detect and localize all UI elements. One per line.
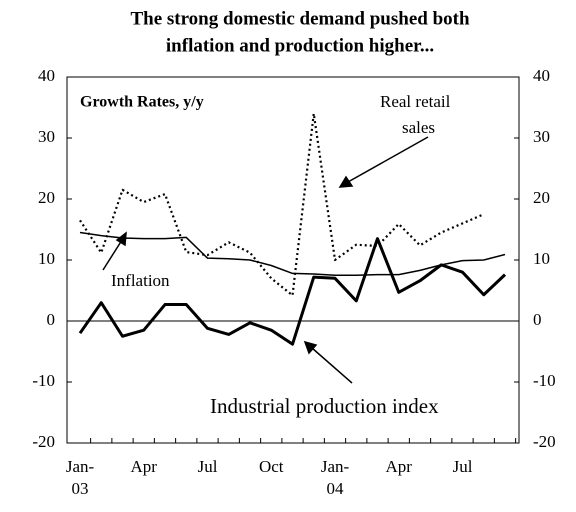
y2-tick-label: 10 [533, 249, 550, 268]
y-tick-label: 20 [38, 188, 55, 207]
series-line [79, 231, 506, 276]
annotation: Industrial production index [210, 394, 439, 418]
arrow-head [338, 175, 354, 188]
x-tick-label: Jul [453, 457, 473, 476]
arrow [311, 347, 353, 384]
x-tick-label: Apr [386, 457, 413, 476]
y-tick-label: 40 [38, 66, 55, 85]
x-tick-label: Oct [259, 457, 284, 476]
x-tick-label: Apr [131, 457, 158, 476]
plot-frame [66, 76, 520, 444]
x-tick-label: Jan-03 [66, 457, 95, 498]
y2-tick-label: 0 [533, 310, 542, 329]
x-tick-label: Jan-04 [321, 457, 350, 498]
x-tick-label: Jul [198, 457, 218, 476]
y2-tick-label: 40 [533, 66, 550, 85]
y2-tick-label: 20 [533, 188, 550, 207]
arrow-head [303, 340, 318, 355]
chart-title: The strong domestic demand pushed both [130, 8, 470, 29]
arrow [347, 136, 429, 183]
y-tick-label: -20 [32, 432, 55, 451]
series-line [79, 112, 485, 297]
annotation: sales [402, 118, 435, 137]
y-tick-label: -10 [32, 371, 55, 390]
y-tick-label: 30 [38, 127, 55, 146]
y-tick-label: 0 [47, 310, 56, 329]
y-tick-label: 10 [38, 249, 55, 268]
y2-tick-label: 30 [533, 127, 550, 146]
annotation: Inflation [111, 271, 170, 290]
y2-tick-label: -10 [533, 371, 556, 390]
series-line [78, 237, 507, 346]
y2-tick-label: -20 [533, 432, 556, 451]
arrow-head [115, 231, 127, 247]
arrow [102, 239, 123, 271]
annotation: Real retail [380, 92, 451, 111]
annotation: Growth Rates, y/y [80, 94, 204, 111]
chart-title: inflation and production higher... [166, 35, 434, 56]
arrows [102, 136, 429, 384]
